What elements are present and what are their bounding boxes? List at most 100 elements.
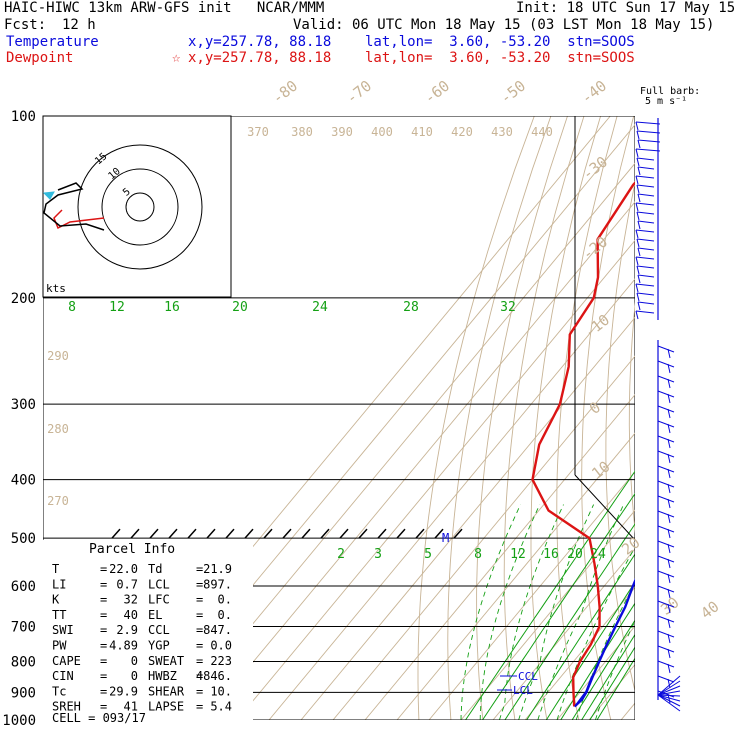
- parcel-value-left: 2.9: [116, 623, 138, 637]
- isotherm: [332, 355, 635, 720]
- level-tick: [130, 528, 140, 539]
- mixing-ratio-label: 12: [109, 300, 125, 315]
- parcel-value-left: 22.0: [109, 562, 138, 576]
- wind-barb: [657, 480, 675, 488]
- isotherm: [685, 116, 740, 720]
- wind-barb-surface: [657, 685, 681, 696]
- wind-barb: [635, 310, 655, 314]
- mixing-ratio-label: 5: [424, 547, 432, 562]
- wind-barb-feather: [635, 229, 639, 239]
- wind-barb-feather: [635, 256, 639, 266]
- isotherm: [524, 586, 635, 720]
- level-tick: [149, 528, 159, 539]
- moist-adiabat: [537, 504, 625, 720]
- theta-label: 270: [47, 494, 69, 508]
- wind-barb: [637, 139, 661, 143]
- parcel-eq-left: =: [100, 623, 107, 637]
- pressure-tick-label: 200: [11, 291, 36, 307]
- wind-barb-feather: [667, 618, 671, 629]
- level-tick: [187, 528, 197, 539]
- parcel-eq-right: =: [196, 684, 203, 698]
- wind-barb: [635, 283, 655, 287]
- level-tick: [377, 528, 387, 539]
- parcel-key-left: K: [52, 593, 60, 607]
- wind-barb-feather: [636, 292, 640, 302]
- wind-barb-feather: [667, 408, 671, 419]
- isotherm: [396, 432, 635, 720]
- mixing-ratio-line: [596, 657, 635, 720]
- parcel-eq-left: =: [100, 700, 107, 714]
- parcel-line: [574, 676, 593, 707]
- dry-adiabat: [628, 301, 635, 534]
- parcel-eq-right: =: [196, 639, 203, 653]
- moist-adiabat: [556, 545, 635, 720]
- theta-label: 430: [491, 125, 513, 139]
- wind-barb-feather: [635, 175, 639, 185]
- dry-adiabat: [605, 180, 635, 693]
- header-fcst-label: Fcst:: [4, 17, 47, 33]
- isotherm: [236, 239, 635, 720]
- isotherm-label: 0: [586, 398, 604, 418]
- mixing-ratio-label: 24: [590, 547, 606, 562]
- wind-barb-feather: [667, 423, 671, 434]
- parcel-value-left: 29.9: [109, 684, 138, 698]
- wind-barb-surface: [657, 675, 681, 696]
- parcel-key-right: SHEAR: [148, 684, 185, 698]
- dry-adiabat: [716, 116, 740, 720]
- mixing-ratio-line: [589, 646, 635, 720]
- parcel-key-left: T: [52, 562, 59, 576]
- wind-barb-feather: [667, 678, 671, 689]
- level-tick: [244, 528, 254, 539]
- isotherm-label: -20: [579, 233, 611, 264]
- parcel-info-box: Parcel Info T = 22.0 Td = 21.9LI = 0.7 LCL = 897.K…: [43, 540, 253, 728]
- wind-barb-feather: [667, 528, 671, 539]
- level-tick: [301, 528, 311, 539]
- wind-barb-feather: [667, 453, 671, 464]
- pressure-tick-label: 300: [11, 397, 36, 413]
- parcel-eq-right: =: [196, 669, 203, 683]
- mark-m: M: [442, 531, 449, 545]
- wind-barb-feather: [667, 573, 671, 584]
- legend-temperature-label: Temperature: [6, 34, 99, 50]
- hodograph-ring: [77, 144, 203, 270]
- mixing-ratio-label: 2: [337, 547, 345, 562]
- wind-barb-feather: [667, 633, 671, 644]
- legend-dewpoint-location: x,y=257.78, 88.18 lat,lon= 3.60, -53.20 …: [188, 50, 635, 66]
- parcel-eq-right: =: [196, 562, 203, 576]
- parcel-key-right: LFC: [148, 593, 170, 607]
- wind-barb: [636, 157, 655, 161]
- temperature-line: [573, 578, 635, 708]
- level-tick: [320, 528, 330, 539]
- wind-barb-feather: [636, 211, 640, 221]
- wind-barb-feather: [667, 513, 671, 524]
- level-tick: [434, 528, 444, 539]
- level-tick: [206, 528, 216, 539]
- parcel-key-right: SWEAT: [148, 654, 184, 668]
- wind-barb: [636, 292, 655, 296]
- sounding-series: [497, 181, 635, 708]
- mixing-ratio-label: 3: [374, 547, 382, 562]
- wind-barb-surface: [657, 694, 681, 702]
- level-tick: [453, 528, 463, 539]
- mixing-ratio-label: 8: [68, 300, 76, 315]
- wind-barb-surface: [657, 694, 681, 697]
- parcel-key-right: LAPSE: [148, 700, 184, 714]
- dry-adiabat: [696, 116, 740, 720]
- wind-barb: [657, 615, 675, 623]
- mixing-ratio-line: [560, 602, 635, 720]
- isotherm: [364, 393, 635, 720]
- wind-barb: [637, 193, 655, 197]
- wind-barb-surface: [657, 694, 681, 707]
- wind-barb: [657, 525, 675, 533]
- parcel-eq-right: =: [196, 623, 203, 637]
- isotherm: [653, 116, 740, 720]
- wind-barb: [657, 405, 675, 413]
- wind-barb: [636, 211, 655, 215]
- moist-adiabat: [594, 619, 635, 720]
- wind-barb: [657, 495, 675, 503]
- wind-barb: [657, 450, 675, 458]
- isotherm: [460, 509, 635, 720]
- wind-barb-feather: [637, 220, 641, 230]
- level-tick: [168, 528, 178, 539]
